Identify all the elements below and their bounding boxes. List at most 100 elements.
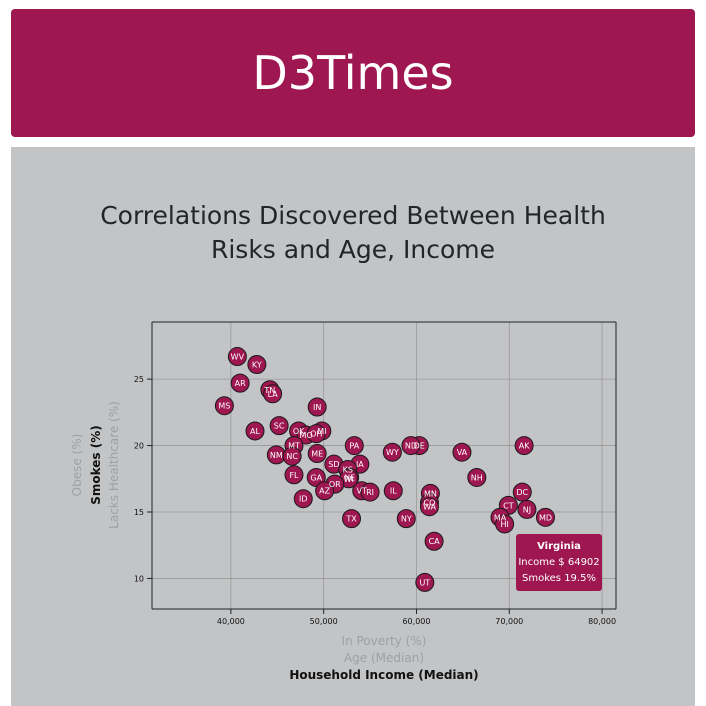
state-label: RI [366, 488, 374, 497]
state-point[interactable] [419, 497, 439, 517]
state-label: KY [252, 361, 262, 370]
y-axis-label-option[interactable]: Smokes (%) [89, 425, 103, 505]
state-point[interactable] [227, 347, 247, 367]
state-label: AL [250, 427, 260, 436]
state-point[interactable] [344, 436, 364, 456]
state-label: IA [356, 460, 364, 469]
state-point[interactable] [284, 465, 304, 485]
state-label: CA [429, 537, 441, 546]
scatter-plot: 40,000 50,000 60,000 70,000 80,000 10 15 20 25 In… [70, 321, 617, 682]
y-tick-label: 10 [134, 574, 144, 583]
state-point[interactable] [382, 442, 402, 462]
state-label: DE [414, 442, 425, 451]
chart-title: Correlations Discovered Between Health R… [11, 199, 695, 267]
state-point[interactable] [247, 355, 267, 375]
state-label: SC [274, 422, 285, 431]
state-label: ME [311, 450, 323, 459]
chart-title-line-2: Risks and Age, Income [210, 235, 495, 264]
state-label: FL [289, 471, 299, 480]
x-axis-label-option[interactable]: Household Income (Median) [289, 668, 478, 682]
state-label: VT [357, 487, 367, 496]
state-label: VA [457, 448, 468, 457]
state-label: CT [503, 501, 514, 510]
state-label: MS [218, 402, 230, 411]
x-tick-label: 50,000 [310, 617, 338, 626]
state-label: ND [405, 442, 417, 451]
state-point[interactable] [514, 436, 534, 456]
tooltip-state-name: Virginia [537, 540, 581, 552]
state-label: PA [349, 442, 359, 451]
state-point[interactable] [245, 421, 265, 441]
state-label: CO [424, 499, 436, 508]
state-point[interactable] [452, 442, 472, 462]
y-tick-label: 20 [134, 442, 144, 451]
state-label: OK [293, 427, 305, 436]
state-point[interactable] [342, 509, 362, 529]
tooltip-income: Income $ 64902 [518, 556, 600, 568]
state-point[interactable] [307, 397, 327, 417]
state-label: MO [299, 431, 312, 440]
state-label: TX [345, 515, 357, 524]
state-label: NH [471, 473, 483, 482]
state-point[interactable] [293, 489, 313, 509]
state-label: AZ [319, 487, 330, 496]
state-label: NJ [523, 505, 531, 514]
state-point[interactable] [263, 384, 283, 404]
y-tick-label: 15 [134, 508, 144, 517]
x-tick-label: 70,000 [495, 617, 523, 626]
state-label: UT [419, 578, 430, 587]
state-point[interactable] [360, 482, 380, 502]
state-label: WY [386, 448, 399, 457]
state-point[interactable] [415, 572, 435, 592]
y-axis-label-option[interactable]: Obese (%) [70, 434, 84, 497]
site-title: D3Times [252, 46, 454, 100]
x-axis-label-option[interactable]: Age (Median) [344, 651, 424, 665]
x-tick-label: 80,000 [588, 617, 616, 626]
page-header: D3Times [11, 9, 695, 137]
tooltip-smokes: Smokes 19.5% [522, 572, 596, 584]
state-point[interactable] [396, 509, 416, 529]
state-label: MI [317, 427, 326, 436]
state-point[interactable] [307, 444, 327, 464]
state-label: IL [390, 487, 397, 496]
state-point[interactable] [517, 499, 537, 519]
state-label: MD [539, 513, 552, 522]
x-tick-label: 40,000 [217, 617, 245, 626]
x-axis-label-option[interactable]: In Poverty (%) [342, 634, 427, 648]
state-label: WA [423, 503, 436, 512]
state-label: TN [263, 386, 275, 395]
state-label: HI [500, 520, 508, 529]
state-point[interactable] [495, 514, 515, 534]
state-point[interactable] [230, 373, 250, 393]
state-point[interactable] [214, 396, 234, 416]
state-label: OR [329, 480, 341, 489]
state-tooltip: Virginia Income $ 64902 Smokes 19.5% [516, 534, 602, 591]
state-label: NC [286, 452, 298, 461]
state-point[interactable] [467, 467, 487, 487]
state-point[interactable] [269, 416, 289, 436]
state-point[interactable] [424, 531, 444, 551]
state-label: WV [231, 353, 245, 362]
state-point[interactable] [383, 481, 403, 501]
state-label: LA [268, 390, 279, 399]
y-axis-label-option[interactable]: Lacks Healthcare (%) [107, 401, 121, 529]
state-label: DC [516, 488, 528, 497]
state-label: WI [344, 475, 354, 484]
state-label: NM [270, 451, 283, 460]
state-label: GA [310, 473, 322, 482]
state-label: SD [328, 460, 339, 469]
state-label: MN [424, 489, 437, 498]
state-label: KS [343, 465, 353, 474]
x-tick-label: 60,000 [402, 617, 430, 626]
state-point[interactable] [535, 507, 555, 527]
state-point[interactable] [401, 436, 421, 456]
state-label: ID [299, 495, 308, 504]
state-label: MA [494, 513, 507, 522]
state-label: IN [313, 403, 321, 412]
state-point[interactable] [306, 424, 326, 444]
state-label: NY [401, 515, 412, 524]
chart-title-line-1: Correlations Discovered Between Health [100, 201, 606, 230]
state-point[interactable] [315, 481, 335, 501]
state-point[interactable] [282, 446, 302, 466]
state-label: AK [519, 442, 530, 451]
